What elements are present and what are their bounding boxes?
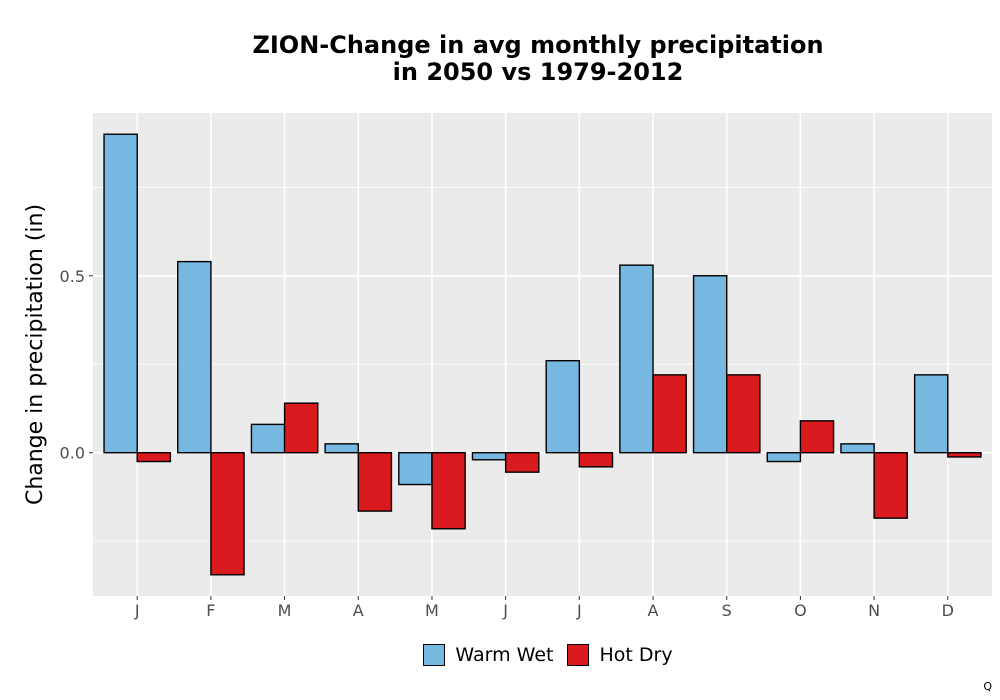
x-tick-label: J	[576, 601, 582, 620]
bar-hot-dry-0	[136, 451, 172, 463]
bar-warm-wet-4	[398, 451, 433, 486]
bar-warm-wet-0	[103, 133, 138, 454]
x-tick-label: J	[502, 601, 508, 620]
bar-warm-wet-11	[913, 374, 949, 454]
x-tick-label: S	[722, 601, 732, 620]
bar-warm-wet-2	[250, 423, 286, 454]
corner-mark: Q	[983, 680, 992, 693]
legend-item: Warm Wet	[423, 644, 553, 666]
legend-item: Hot Dry	[567, 644, 673, 666]
y-axis-label: Change in precipitation (in)	[23, 204, 48, 505]
bar-hot-dry-2	[283, 402, 319, 454]
bar-hot-dry-6	[578, 451, 614, 468]
legend: Warm Wet Hot Dry	[0, 641, 1000, 669]
x-tick-label: O	[794, 601, 807, 620]
bar-warm-wet-1	[177, 260, 212, 454]
bar-hot-dry-10	[873, 451, 908, 519]
bar-warm-wet-10	[840, 443, 875, 454]
bar-hot-dry-8	[726, 374, 761, 454]
legend-label: Warm Wet	[455, 644, 554, 666]
bar-hot-dry-5	[504, 451, 540, 473]
bar-warm-wet-7	[619, 264, 654, 454]
chart-title-line-1: ZION-Change in avg monthly precipitation	[252, 31, 824, 59]
x-tick-label: M	[425, 601, 439, 620]
y-tick-label: 0.5	[60, 267, 85, 286]
x-tick-label: M	[278, 601, 292, 620]
bar-hot-dry-9	[799, 420, 835, 454]
bar-warm-wet-6	[545, 359, 581, 454]
x-tick-label: F	[206, 601, 215, 620]
bar-warm-wet-5	[471, 451, 507, 461]
x-tick-label: J	[134, 601, 140, 620]
bar-hot-dry-11	[947, 451, 982, 458]
legend-label: Hot Dry	[599, 644, 673, 666]
bar-warm-wet-9	[766, 451, 802, 463]
x-tick-label: D	[942, 601, 954, 620]
chart-title: ZION-Change in avg monthly precipitation…	[88, 32, 988, 86]
x-tick-label: N	[868, 601, 880, 620]
bar-hot-dry-4	[431, 451, 466, 530]
bar-hot-dry-3	[357, 451, 393, 512]
x-tick-label: A	[648, 601, 659, 620]
legend-key	[567, 644, 590, 666]
bar-warm-wet-8	[692, 275, 728, 454]
x-tick-label: A	[353, 601, 364, 620]
bar-hot-dry-7	[652, 374, 687, 454]
axes: 0.0 0.5 J F M A M J J A S O N D	[60, 267, 954, 620]
legend-key	[423, 644, 446, 666]
bars	[103, 133, 982, 576]
bar-warm-wet-3	[324, 443, 359, 454]
y-tick-label: 0.0	[60, 444, 85, 463]
chart-title-line-2: in 2050 vs 1979-2012	[392, 58, 684, 86]
bar-hot-dry-1	[210, 451, 245, 576]
